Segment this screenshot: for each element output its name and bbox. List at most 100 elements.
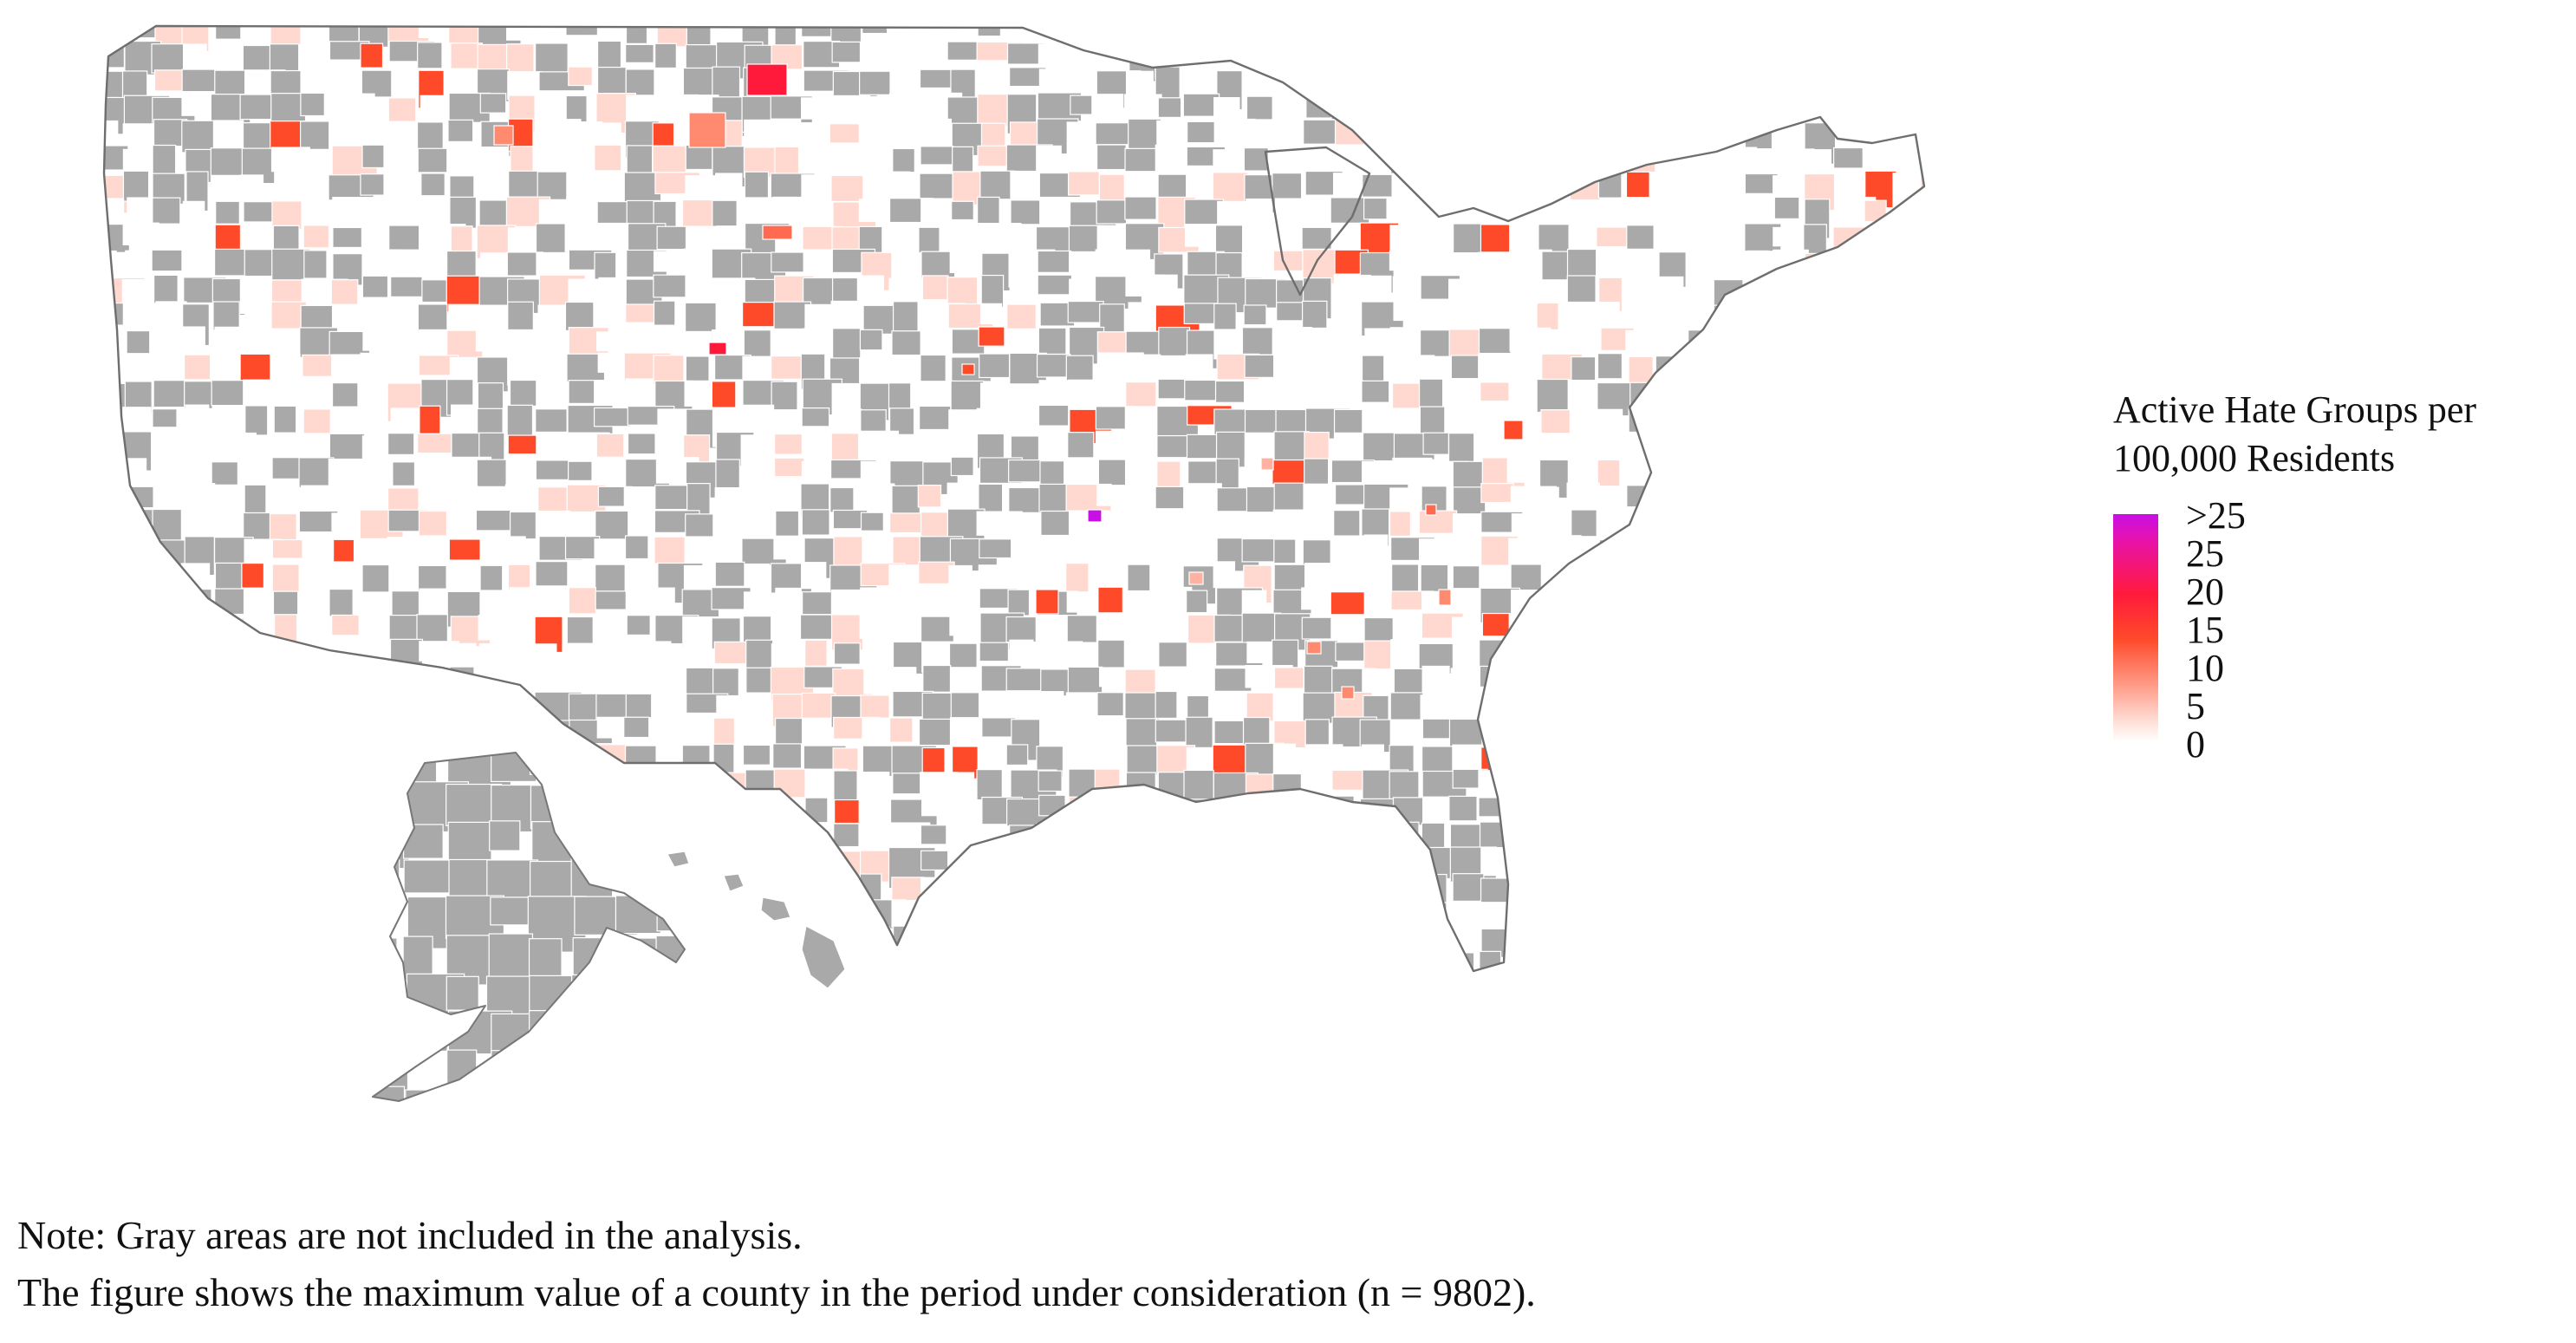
county	[154, 431, 178, 454]
county	[1509, 170, 1553, 198]
county	[450, 642, 477, 669]
county	[156, 744, 194, 785]
county	[714, 561, 745, 587]
county	[1890, 903, 1916, 942]
county	[1687, 457, 1716, 485]
county	[1304, 42, 1349, 81]
county	[625, 43, 654, 63]
county	[1625, 744, 1653, 780]
county	[832, 875, 859, 909]
county	[360, 667, 407, 707]
county	[1922, 769, 1924, 806]
county	[1658, 719, 1686, 750]
county	[1836, 279, 1879, 310]
county	[614, 820, 650, 857]
county	[1803, 224, 1827, 255]
county	[153, 352, 184, 383]
county	[684, 380, 712, 407]
county	[1803, 690, 1851, 714]
county	[1036, 902, 1084, 942]
county	[1478, 797, 1507, 818]
county	[1123, 901, 1171, 939]
county	[920, 328, 950, 350]
county	[1539, 744, 1577, 784]
county	[1805, 929, 1835, 954]
county	[273, 614, 298, 656]
county	[535, 460, 571, 480]
county	[949, 616, 984, 636]
hawaii-island	[801, 925, 846, 989]
county	[1658, 119, 1700, 149]
county	[859, 275, 884, 302]
county	[270, 668, 302, 698]
county	[1803, 26, 1828, 42]
county	[1683, 44, 1732, 70]
county	[1923, 70, 1924, 93]
county	[1182, 900, 1207, 938]
county	[1158, 26, 1192, 38]
county	[1097, 846, 1137, 889]
alaska	[373, 753, 685, 1101]
county	[595, 768, 618, 799]
county	[1005, 744, 1029, 766]
county	[185, 744, 214, 765]
county	[1834, 851, 1870, 884]
county	[1157, 97, 1182, 118]
county	[479, 93, 507, 114]
legend-tick-over-25: >25	[2186, 494, 2246, 537]
county	[571, 974, 608, 1028]
county	[185, 616, 230, 648]
county	[1537, 692, 1564, 733]
county	[892, 616, 918, 643]
county	[1246, 692, 1274, 722]
county	[1275, 798, 1307, 840]
county	[1920, 276, 1924, 308]
county	[1038, 404, 1070, 427]
county	[361, 874, 400, 903]
county	[1894, 538, 1922, 567]
county	[151, 877, 199, 901]
county	[1860, 303, 1893, 341]
county	[1596, 744, 1631, 773]
county	[1775, 379, 1812, 423]
county	[624, 535, 649, 560]
county	[1861, 356, 1895, 399]
county	[1716, 26, 1757, 58]
county	[271, 772, 313, 792]
county	[1304, 458, 1330, 485]
county	[490, 896, 530, 926]
county	[1831, 613, 1863, 647]
county	[1894, 198, 1922, 226]
county	[569, 786, 615, 840]
county	[981, 717, 1017, 738]
county	[1747, 743, 1779, 767]
county	[302, 745, 331, 774]
county	[978, 326, 1005, 347]
county	[1804, 252, 1853, 280]
county	[1097, 586, 1123, 614]
county	[1685, 590, 1721, 613]
county	[361, 720, 396, 750]
county	[1922, 668, 1924, 694]
county	[185, 955, 230, 971]
county	[1480, 224, 1511, 253]
county	[1657, 950, 1701, 971]
county	[1333, 926, 1363, 968]
legend-body: >25 25 20 15 10 5 0	[2113, 497, 2564, 764]
county	[1363, 92, 1387, 117]
county	[1272, 851, 1310, 877]
county	[373, 937, 398, 980]
county	[1036, 823, 1066, 851]
county-highlight	[708, 342, 727, 355]
county	[300, 304, 337, 332]
county	[418, 510, 450, 538]
county	[1716, 799, 1747, 827]
county	[653, 355, 685, 383]
county	[185, 664, 215, 690]
county	[1123, 952, 1168, 971]
county	[801, 407, 830, 427]
county	[405, 1089, 449, 1101]
county	[1569, 873, 1598, 901]
county	[1861, 613, 1894, 649]
county	[1657, 825, 1702, 865]
